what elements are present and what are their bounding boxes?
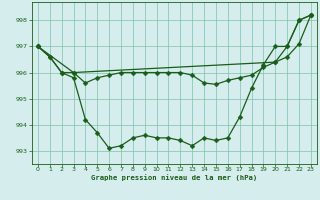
X-axis label: Graphe pression niveau de la mer (hPa): Graphe pression niveau de la mer (hPa) (91, 174, 258, 181)
